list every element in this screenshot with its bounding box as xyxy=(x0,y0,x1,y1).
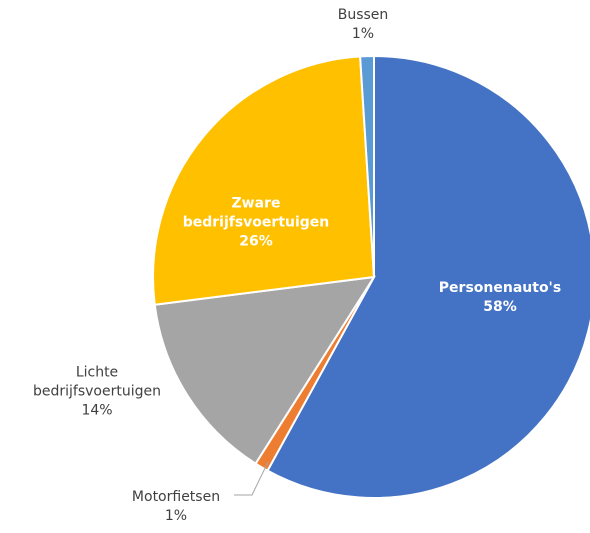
data-label: Bussen 1% xyxy=(288,6,438,44)
data-label: Lichte bedrijfsvoertuigen 14% xyxy=(22,364,172,421)
value-label: 1% xyxy=(164,508,188,524)
value-label: 58% xyxy=(483,299,517,315)
data-label: Motorfietsen 1% xyxy=(101,488,251,526)
category-label: Motorfietsen xyxy=(131,489,221,505)
data-label: Zware bedrijfsvoertuigen 26% xyxy=(181,195,331,252)
category-label: Bussen xyxy=(337,7,389,23)
value-label: 1% xyxy=(351,26,375,42)
pie-slice xyxy=(266,54,590,499)
data-label: Personenauto's 58% xyxy=(400,279,590,317)
leader-line xyxy=(234,461,269,496)
value-label: 26% xyxy=(239,233,273,250)
pie-slice xyxy=(359,54,375,278)
pie-slice xyxy=(153,275,376,465)
category-label: Zware bedrijfsvoertuigen xyxy=(182,195,330,231)
category-label: Personenauto's xyxy=(438,280,562,296)
value-label: 14% xyxy=(81,402,113,419)
pie-slice xyxy=(152,55,376,306)
category-label: Lichte bedrijfsvoertuigen xyxy=(33,364,161,400)
